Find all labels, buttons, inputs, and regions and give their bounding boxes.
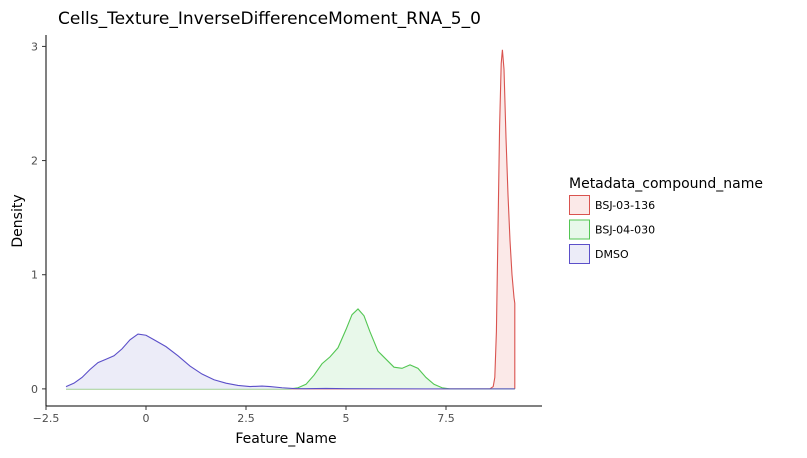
x-tick-label: 5	[343, 412, 350, 425]
y-axis-ticks: 0 1 2 3	[31, 40, 46, 396]
density-area-dmso	[66, 334, 515, 389]
y-tick-label: 1	[31, 269, 38, 282]
legend-swatch-bsj-04-030	[569, 219, 590, 240]
density-area-bsj-04-030	[66, 308, 515, 389]
x-axis-ticks: −2.5 0 2.5 5 7.5	[33, 406, 455, 425]
legend-label-dmso: DMSO	[595, 248, 629, 261]
x-axis-title: Feature_Name	[235, 431, 336, 447]
legend-swatch-bsj-03-136	[569, 195, 590, 215]
legend-swatch-dmso	[569, 244, 590, 264]
legend: Metadata_compound_name BSJ-03-136 BSJ-04-…	[569, 176, 763, 264]
legend-title: Metadata_compound_name	[569, 176, 763, 192]
chart-title: Cells_Texture_InverseDifferenceMoment_RN…	[58, 9, 481, 29]
y-axis-title: Density	[10, 194, 26, 247]
legend-label-bsj-04-030: BSJ-04-030	[595, 224, 655, 237]
legend-label-bsj-03-136: BSJ-03-136	[595, 199, 655, 212]
density-line-bsj-04-030	[66, 308, 515, 390]
y-tick-label: 2	[31, 155, 38, 168]
density-line-dmso	[65, 333, 515, 390]
x-tick-label: 2.5	[237, 412, 255, 425]
density-line-bsj-03-136	[66, 49, 516, 390]
y-tick-label: 3	[31, 40, 38, 53]
y-tick-label: 0	[31, 383, 38, 396]
plot-area	[65, 49, 516, 390]
x-tick-label: 7.5	[437, 412, 455, 425]
x-tick-label: 0	[143, 412, 150, 425]
x-tick-label: −2.5	[33, 412, 60, 425]
